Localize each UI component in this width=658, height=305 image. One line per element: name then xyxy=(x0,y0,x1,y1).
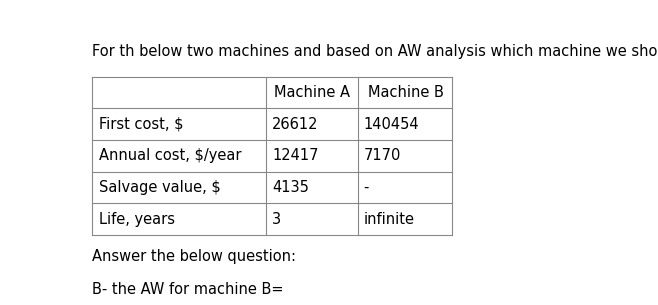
Text: Machine A: Machine A xyxy=(274,85,350,100)
Text: B- the AW for machine B=: B- the AW for machine B= xyxy=(92,282,284,297)
Text: Machine B: Machine B xyxy=(368,85,444,100)
Text: 4135: 4135 xyxy=(272,180,309,195)
Text: Annual cost, $/year: Annual cost, $/year xyxy=(99,148,241,163)
Text: Salvage value, $: Salvage value, $ xyxy=(99,180,220,195)
Text: Answer the below question:: Answer the below question: xyxy=(92,249,297,264)
Text: For th below two machines and based on AW analysis which machine we should selec: For th below two machines and based on A… xyxy=(92,44,658,59)
Text: infinite: infinite xyxy=(364,212,415,227)
Text: 26612: 26612 xyxy=(272,117,318,131)
Text: Life, years: Life, years xyxy=(99,212,174,227)
Text: 3: 3 xyxy=(272,212,281,227)
Text: -: - xyxy=(364,180,369,195)
Text: 140454: 140454 xyxy=(364,117,419,131)
Text: 7170: 7170 xyxy=(364,148,401,163)
Text: 12417: 12417 xyxy=(272,148,318,163)
Text: First cost, $: First cost, $ xyxy=(99,117,183,131)
